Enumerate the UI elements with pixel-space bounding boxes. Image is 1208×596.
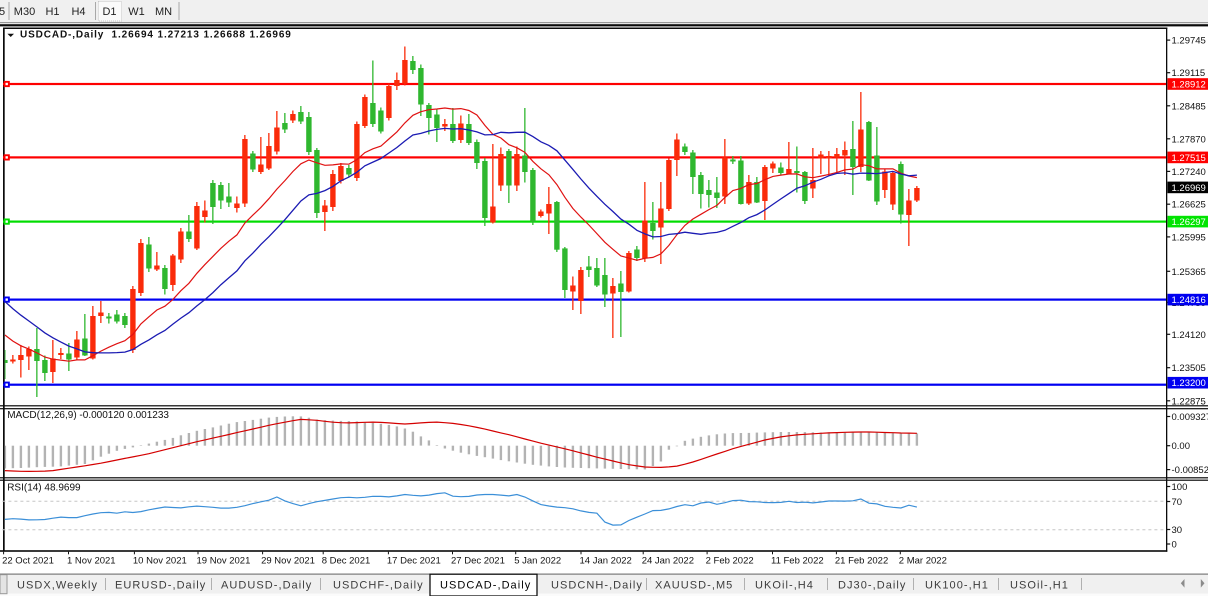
svg-text:17 Dec 2021: 17 Dec 2021 bbox=[387, 556, 441, 567]
svg-text:AUDUSD-,Daily: AUDUSD-,Daily bbox=[221, 580, 312, 592]
svg-text:1.27240: 1.27240 bbox=[1172, 167, 1206, 178]
svg-text:1.28485: 1.28485 bbox=[1172, 101, 1206, 112]
svg-text:UKOil-,H4: UKOil-,H4 bbox=[755, 580, 814, 592]
svg-text:27 Dec 2021: 27 Dec 2021 bbox=[451, 556, 505, 567]
svg-text:10 Nov 2021: 10 Nov 2021 bbox=[133, 556, 187, 567]
svg-text:5 Jan 2022: 5 Jan 2022 bbox=[514, 556, 561, 567]
svg-text:USDCAD-,Daily: USDCAD-,Daily bbox=[440, 580, 531, 592]
svg-text:0: 0 bbox=[1172, 540, 1177, 551]
svg-text:1.25365: 1.25365 bbox=[1172, 267, 1206, 278]
svg-text:1.27870: 1.27870 bbox=[1172, 134, 1206, 145]
svg-text:0.009327: 0.009327 bbox=[1172, 412, 1208, 423]
svg-text:-0.008522: -0.008522 bbox=[1172, 465, 1208, 476]
svg-text:8 Dec 2021: 8 Dec 2021 bbox=[322, 556, 371, 567]
svg-text:21 Feb 2022: 21 Feb 2022 bbox=[835, 556, 888, 567]
svg-text:2 Feb 2022: 2 Feb 2022 bbox=[706, 556, 754, 567]
svg-text:2 Mar 2022: 2 Mar 2022 bbox=[899, 556, 947, 567]
svg-text:14 Jan 2022: 14 Jan 2022 bbox=[580, 556, 632, 567]
svg-text:100: 100 bbox=[1172, 482, 1188, 493]
svg-text:USOil-,H1: USOil-,H1 bbox=[1010, 580, 1069, 592]
svg-text:19 Nov 2021: 19 Nov 2021 bbox=[197, 556, 251, 567]
svg-text:1.26969: 1.26969 bbox=[1172, 183, 1206, 194]
svg-text:MN: MN bbox=[155, 6, 172, 18]
svg-text:1.24120: 1.24120 bbox=[1172, 330, 1206, 341]
svg-text:1.23505: 1.23505 bbox=[1172, 363, 1206, 374]
svg-text:1.29115: 1.29115 bbox=[1172, 68, 1206, 79]
svg-text:W1: W1 bbox=[128, 6, 145, 18]
svg-text:DJ30-,Daily: DJ30-,Daily bbox=[838, 580, 906, 592]
svg-text:1.29745: 1.29745 bbox=[1172, 36, 1206, 47]
svg-text:0.00: 0.00 bbox=[1172, 441, 1191, 452]
svg-text:1.23200: 1.23200 bbox=[1172, 378, 1206, 389]
svg-text:H1: H1 bbox=[45, 6, 59, 18]
svg-text:22 Oct 2021: 22 Oct 2021 bbox=[2, 556, 54, 567]
svg-text:1.28912: 1.28912 bbox=[1172, 80, 1206, 91]
svg-text:1 Nov 2021: 1 Nov 2021 bbox=[67, 556, 116, 567]
svg-text:XAUUSD-,M5: XAUUSD-,M5 bbox=[655, 580, 733, 592]
svg-text:30: 30 bbox=[1172, 525, 1183, 536]
svg-text:1.26625: 1.26625 bbox=[1172, 200, 1206, 211]
svg-text:H4: H4 bbox=[71, 6, 85, 18]
svg-text:70: 70 bbox=[1172, 497, 1183, 508]
svg-text:RSI(14) 48.9699: RSI(14) 48.9699 bbox=[7, 483, 81, 494]
svg-text:D1: D1 bbox=[102, 6, 116, 18]
svg-text:1.25995: 1.25995 bbox=[1172, 232, 1206, 243]
svg-text:1.26297: 1.26297 bbox=[1172, 217, 1206, 228]
svg-text:5: 5 bbox=[0, 6, 5, 18]
svg-text:USDCNH-,Daily: USDCNH-,Daily bbox=[551, 580, 643, 592]
svg-text:USDX,Weekly: USDX,Weekly bbox=[17, 580, 98, 592]
svg-text:1.22875: 1.22875 bbox=[1172, 396, 1206, 407]
svg-text:1.24816: 1.24816 bbox=[1172, 295, 1206, 306]
svg-text:11 Feb 2022: 11 Feb 2022 bbox=[771, 556, 824, 567]
svg-text:1.27515: 1.27515 bbox=[1172, 153, 1206, 164]
svg-text:USDCAD-,Daily 1.26694 1.27213: USDCAD-,Daily 1.26694 1.27213 1.26688 1.… bbox=[20, 29, 292, 40]
svg-text:MACD(12,26,9) -0.000120 0.0012: MACD(12,26,9) -0.000120 0.001233 bbox=[7, 410, 169, 421]
svg-text:EURUSD-,Daily: EURUSD-,Daily bbox=[115, 580, 206, 592]
svg-text:USDCHF-,Daily: USDCHF-,Daily bbox=[333, 580, 424, 592]
svg-text:24 Jan 2022: 24 Jan 2022 bbox=[642, 556, 694, 567]
svg-text:29 Nov 2021: 29 Nov 2021 bbox=[261, 556, 315, 567]
svg-text:M30: M30 bbox=[14, 6, 35, 18]
svg-text:UK100-,H1: UK100-,H1 bbox=[925, 580, 989, 592]
